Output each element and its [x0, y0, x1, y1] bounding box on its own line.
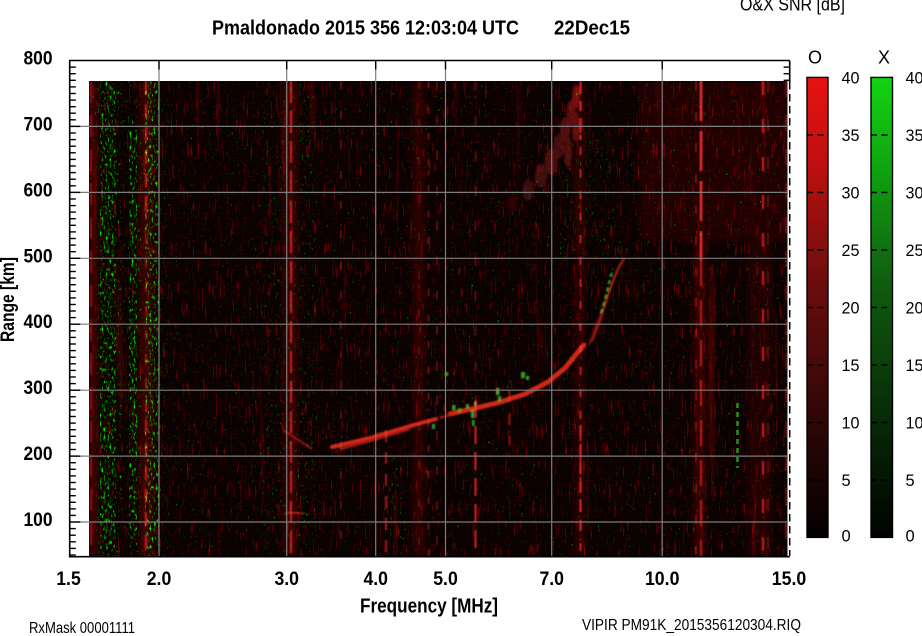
svg-text:5.0: 5.0 [433, 568, 458, 590]
svg-text:O&X SNR [dB]: O&X SNR [dB] [740, 0, 845, 15]
svg-text:20: 20 [906, 300, 922, 318]
svg-text:2.0: 2.0 [147, 568, 172, 590]
svg-text:15.0: 15.0 [772, 568, 807, 590]
svg-text:VIPIR PM91K_2015356120304.RIQ: VIPIR PM91K_2015356120304.RIQ [582, 617, 801, 634]
svg-text:15: 15 [842, 357, 860, 375]
svg-text:0: 0 [906, 528, 915, 546]
svg-text:25: 25 [842, 242, 860, 260]
svg-text:400: 400 [24, 311, 53, 333]
svg-text:0: 0 [842, 528, 851, 546]
svg-text:Pmaldonado 2015 356 12:03:04 U: Pmaldonado 2015 356 12:03:04 UTC [212, 18, 519, 40]
svg-text:O: O [808, 48, 822, 68]
svg-text:22Dec15: 22Dec15 [554, 18, 630, 40]
svg-text:40: 40 [906, 69, 922, 87]
svg-text:200: 200 [24, 443, 53, 465]
svg-text:4.0: 4.0 [363, 568, 388, 590]
svg-text:500: 500 [24, 245, 53, 267]
svg-text:800: 800 [24, 48, 53, 70]
svg-text:10: 10 [906, 415, 922, 433]
svg-text:30: 30 [906, 185, 922, 203]
svg-text:300: 300 [24, 377, 53, 399]
svg-text:10.0: 10.0 [645, 568, 680, 590]
svg-text:X: X [878, 48, 890, 68]
svg-text:35: 35 [842, 127, 860, 145]
svg-text:1.5: 1.5 [56, 568, 81, 590]
svg-text:3.0: 3.0 [274, 568, 299, 590]
svg-text:600: 600 [24, 179, 53, 201]
svg-text:20: 20 [842, 300, 860, 318]
svg-text:15: 15 [906, 357, 922, 375]
svg-text:35: 35 [906, 127, 922, 145]
svg-text:Range [km]: Range [km] [0, 257, 19, 342]
svg-text:5: 5 [842, 472, 851, 490]
svg-text:Frequency [MHz]: Frequency [MHz] [360, 596, 498, 618]
svg-text:RxMask 00001111: RxMask 00001111 [29, 620, 135, 636]
svg-text:10: 10 [842, 415, 860, 433]
svg-text:40: 40 [842, 69, 860, 87]
svg-text:25: 25 [906, 242, 922, 260]
svg-text:100: 100 [24, 509, 53, 531]
svg-text:7.0: 7.0 [539, 568, 564, 590]
svg-text:5: 5 [906, 472, 915, 490]
svg-text:700: 700 [24, 113, 53, 135]
svg-text:30: 30 [842, 185, 860, 203]
